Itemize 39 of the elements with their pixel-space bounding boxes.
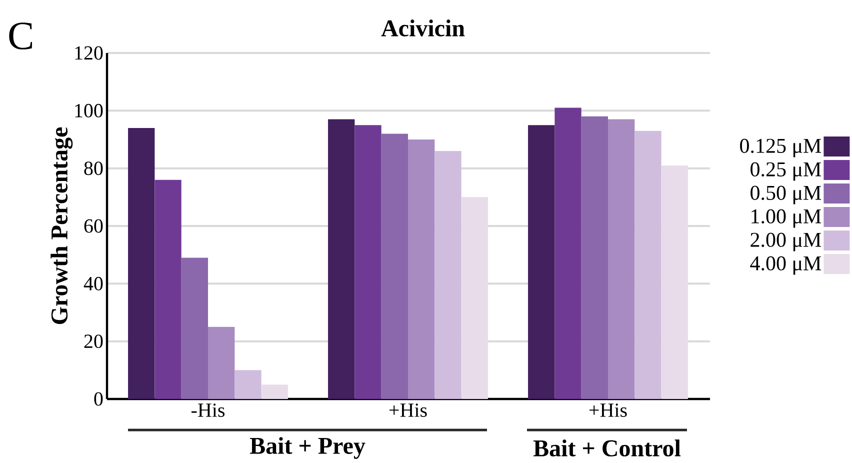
bar [234,370,262,399]
text: Bait + Control [533,440,681,456]
y-axis-title: Growth Percentage [50,127,73,324]
bar [461,197,488,399]
y-tick-label: 20 [84,334,103,348]
bar [154,180,182,399]
bar [128,128,155,399]
legend-label: 2.00 μM [750,232,822,252]
x-tick-label: +His [589,404,627,417]
chart-title: Acivicin [381,20,465,36]
legend-label: 4.00 μM [750,256,822,275]
bar [581,116,608,399]
bar [408,139,435,399]
bar [381,134,408,399]
x-tick-label: -His [192,404,225,417]
bar [634,130,662,399]
text: Bait + Prey [250,437,366,459]
bar [554,108,582,399]
bar [328,119,355,399]
text: C [9,22,32,50]
y-tick-label: 40 [84,276,103,290]
bar [261,384,288,399]
x-tick-label: +His [389,404,427,417]
bar [661,165,688,399]
y-tick-label: 120 [75,46,103,60]
bar [434,151,462,399]
bar [354,125,382,399]
bar [181,258,208,399]
y-tick-label: 60 [84,219,103,233]
bar [208,326,235,399]
legend-label: 0.125 μM [740,138,822,158]
legend-label: 0.50 μM [750,186,822,204]
bar [608,119,635,399]
y-tick-label: 0 [94,392,103,406]
legend-label: 1.00 μM [752,209,822,228]
bar [528,125,555,399]
y-tick-label: 100 [75,104,103,118]
y-tick-label: 80 [84,162,103,176]
legend-label: 0.25 μM [750,162,822,181]
